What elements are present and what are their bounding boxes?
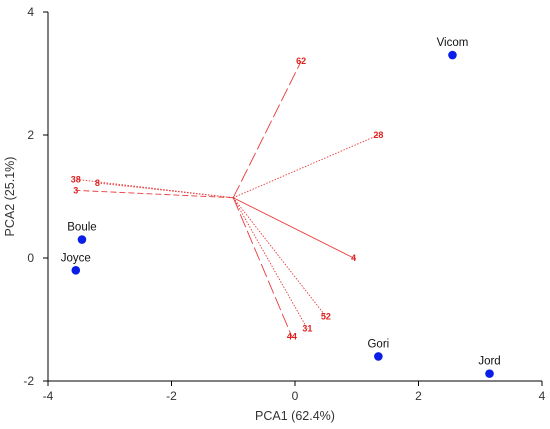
loading-vector-52 [232, 197, 327, 317]
y-tick-label: -2 [23, 374, 34, 388]
loading-vector-28 [233, 134, 379, 199]
score-points: Vicom Boule Joyce Gori Jord [61, 37, 501, 378]
point-label: Gori [367, 338, 389, 350]
ticks: -4 -2 0 2 4 -2 0 2 4 [23, 5, 545, 403]
x-tick-label: 0 [292, 389, 299, 403]
x-tick-label: 2 [415, 389, 422, 403]
score-point-vicom [448, 50, 457, 60]
loading-vectors: 62 28 38 8 3 4 52 31 44 [71, 56, 384, 342]
score-point-joyce [71, 266, 81, 275]
vector-label: 3 [73, 185, 78, 195]
x-tick-label: -4 [43, 389, 54, 403]
vector-label: 62 [296, 56, 306, 66]
vector-label: 8 [95, 178, 100, 188]
loading-vector-8 [97, 182, 234, 199]
y-tick-label: 2 [27, 128, 34, 142]
loading-vector-4 [233, 197, 354, 259]
axes [47, 12, 542, 382]
x-axis-title: PCA1 (62.4%) [255, 409, 335, 423]
loading-vector-62 [232, 60, 302, 198]
loading-vector-3 [75, 189, 234, 199]
score-point-gori [374, 352, 383, 361]
score-point-jord [485, 369, 494, 378]
score-point-boule [77, 235, 87, 244]
loading-vector-31 [232, 197, 308, 329]
vector-label: 28 [373, 130, 383, 140]
x-tick-label: -2 [166, 389, 177, 403]
vector-label: 4 [351, 253, 356, 263]
y-tick-label: 4 [27, 5, 34, 19]
loading-vector-38 [75, 178, 234, 199]
point-label: Jord [478, 356, 500, 368]
point-label: Joyce [61, 252, 91, 264]
vector-label: 38 [71, 174, 81, 184]
y-tick-label: 0 [27, 251, 34, 265]
y-axis-title: PCA2 (25.1%) [3, 157, 17, 237]
x-tick-label: 4 [539, 389, 546, 403]
vector-label: 44 [287, 332, 297, 342]
loading-vector-44 [232, 197, 293, 337]
vector-label: 52 [321, 311, 331, 321]
point-label: Vicom [437, 37, 469, 49]
vector-label: 31 [302, 324, 312, 334]
point-label: Boule [67, 222, 96, 234]
